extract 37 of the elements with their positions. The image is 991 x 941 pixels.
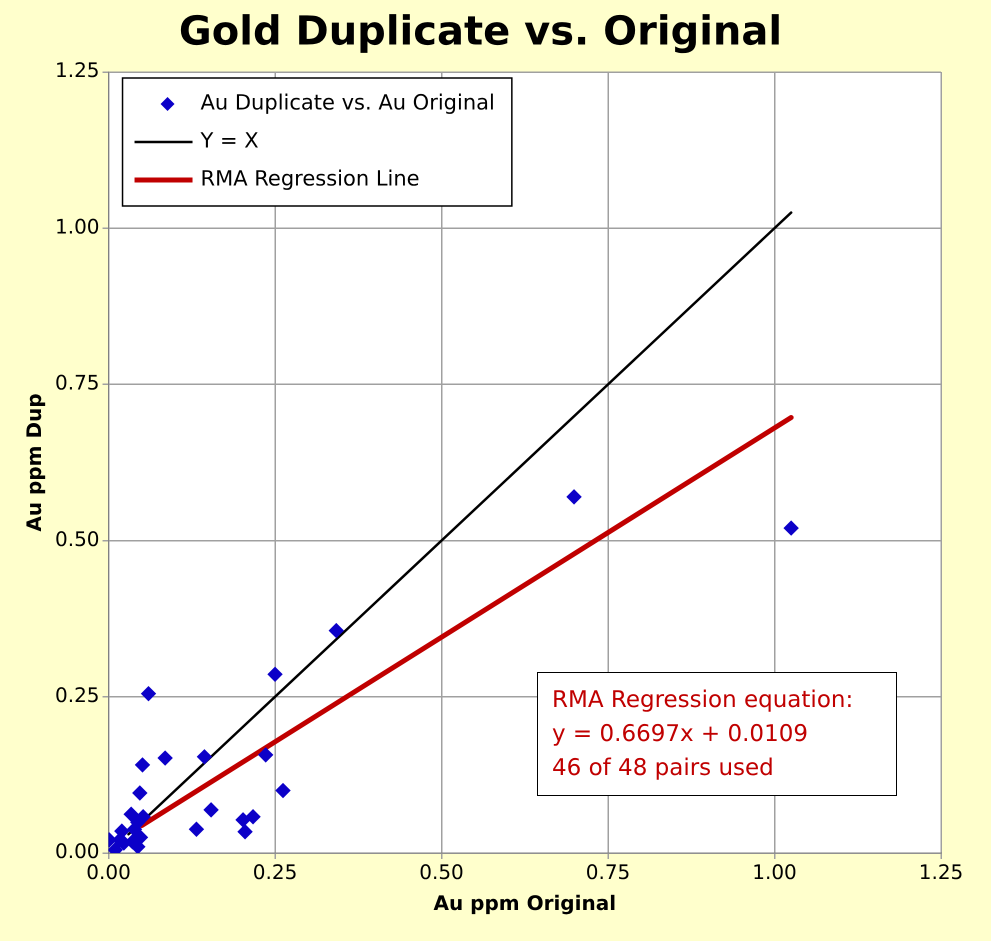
y-tick-label: 0.25 xyxy=(55,683,100,708)
x-tick-label: 0.50 xyxy=(419,860,464,884)
point xyxy=(276,783,291,798)
chart-title: Gold Duplicate vs. Original xyxy=(178,8,782,54)
point xyxy=(133,830,148,845)
point xyxy=(188,822,204,837)
x-tick-label: 1.00 xyxy=(752,860,797,884)
point xyxy=(134,757,150,772)
annotation: RMA Regression equation: xyxy=(552,686,854,715)
point xyxy=(268,666,283,682)
annotation: y = 0.6697x + 0.0109 xyxy=(552,720,809,749)
point xyxy=(566,489,582,504)
point xyxy=(258,747,274,762)
legend-label: Au Duplicate vs. Au Original xyxy=(200,90,495,114)
y-tick-label: 0.75 xyxy=(55,370,100,395)
x-tick-label: 1.25 xyxy=(918,860,964,884)
legend-label: RMA Regression Line xyxy=(200,166,420,190)
point xyxy=(196,749,212,764)
point xyxy=(132,786,148,801)
point xyxy=(238,824,253,840)
point xyxy=(328,623,344,638)
x-tick-label: 0.25 xyxy=(252,860,298,884)
y-tick-label: 0.50 xyxy=(55,526,100,551)
legend-label: Y = X xyxy=(200,128,259,152)
x-axis-title: Au ppm Original xyxy=(433,891,616,916)
x-tick-label: 0.75 xyxy=(586,860,630,884)
annotation: 46 of 48 pairs used xyxy=(552,754,775,783)
y-axis-title: Au ppm Dup xyxy=(22,393,46,532)
point xyxy=(124,806,139,822)
y-tick-label: 1.00 xyxy=(55,214,100,238)
point xyxy=(158,750,173,766)
point xyxy=(784,520,799,536)
point xyxy=(236,812,251,828)
point xyxy=(246,809,261,824)
point xyxy=(204,802,219,818)
y-tick-label: 1.25 xyxy=(55,58,100,82)
point xyxy=(140,686,156,702)
